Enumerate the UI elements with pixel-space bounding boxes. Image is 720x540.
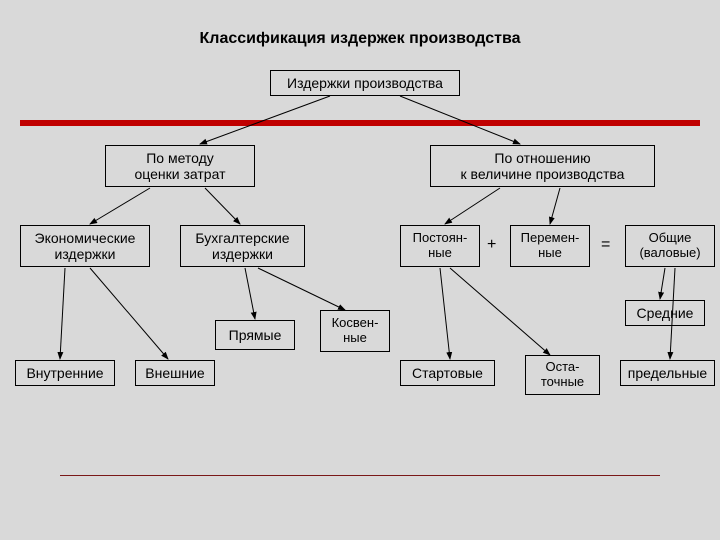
node-avg: Средние <box>625 300 705 326</box>
rule-thick <box>20 120 700 126</box>
page-title: Классификация издержек производства <box>0 30 720 48</box>
node-root: Издержки производства <box>270 70 460 96</box>
node-var: Перемен- ные <box>510 225 590 267</box>
node-direct: Прямые <box>215 320 295 350</box>
node-total: Общие (валовые) <box>625 225 715 267</box>
node-indirect: Косвен- ные <box>320 310 390 352</box>
node-residual: Оста- точные <box>525 355 600 395</box>
node-econ: Экономические издержки <box>20 225 150 267</box>
node-relation: По отношению к величине производства <box>430 145 655 187</box>
diagram-stage: Классификация издержек производства Изде… <box>0 0 720 540</box>
rule-thin <box>60 475 660 476</box>
symbol-eq: = <box>601 236 610 254</box>
node-marginal: предельные <box>620 360 715 386</box>
node-acct: Бухгалтерские издержки <box>180 225 305 267</box>
symbol-plus: + <box>487 236 496 254</box>
node-const: Постоян- ные <box>400 225 480 267</box>
node-method: По методу оценки затрат <box>105 145 255 187</box>
node-internal: Внутренние <box>15 360 115 386</box>
node-external: Внешние <box>135 360 215 386</box>
node-start: Стартовые <box>400 360 495 386</box>
